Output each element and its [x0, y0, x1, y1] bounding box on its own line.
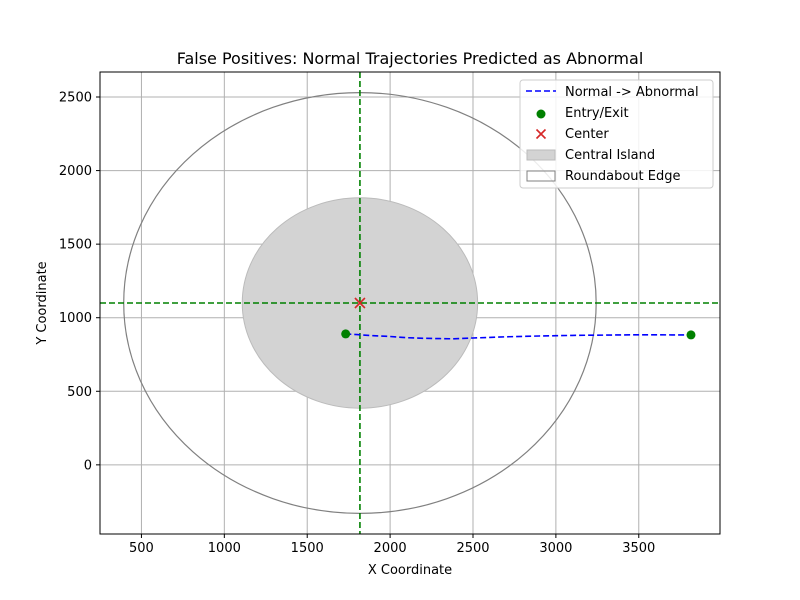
y-tick-label-3: 1500 [59, 238, 92, 253]
legend-box [519, 79, 714, 189]
y-tick-label-4: 2000 [59, 164, 92, 179]
x-tick-label-3: 2000 [374, 541, 407, 556]
x-tick-label-0: 500 [129, 541, 154, 556]
legend-label-0: Normal -> Abnormal [565, 85, 699, 100]
y-axis-label: Y Coordinate [35, 261, 50, 345]
x-tick-label-2: 1500 [291, 541, 324, 556]
legend-label-2: Center [565, 127, 609, 142]
entry-exit-point-1 [686, 330, 696, 340]
x-tick-label-4: 2500 [456, 541, 489, 556]
entry-exit-point-0 [341, 329, 351, 339]
x-tick-label-1: 1000 [208, 541, 241, 556]
x-axis-label: X Coordinate [368, 563, 452, 578]
legend-handle-2 [535, 128, 547, 140]
legend-handle-4 [526, 170, 556, 182]
y-tick-label-2: 1000 [59, 311, 92, 326]
x-tick-label-5: 3000 [539, 541, 572, 556]
legend-label-4: Roundabout Edge [565, 169, 681, 184]
y-tick-label-0: 0 [84, 458, 92, 473]
plot-frame [99, 71, 721, 535]
center-marker [354, 297, 366, 309]
legend-handle-1 [536, 109, 546, 119]
y-tick-label-5: 2500 [59, 91, 92, 106]
legend-label-1: Entry/Exit [565, 106, 629, 121]
legend: Normal -> Abnormal Entry/Exit Center Centra… [519, 79, 714, 189]
legend-label-3: Central Island [565, 148, 655, 163]
x-tick-label-6: 3500 [622, 541, 655, 556]
y-tick-label-1: 500 [67, 385, 92, 400]
chart-title: False Positives: Normal Trajectories Pre… [177, 49, 644, 68]
legend-handle-3 [526, 149, 556, 161]
series [341, 297, 696, 340]
axis-ticks: 500 1000 1500 2000 2500 3000 3500 0 500 1000 1500 2… [59, 91, 655, 556]
